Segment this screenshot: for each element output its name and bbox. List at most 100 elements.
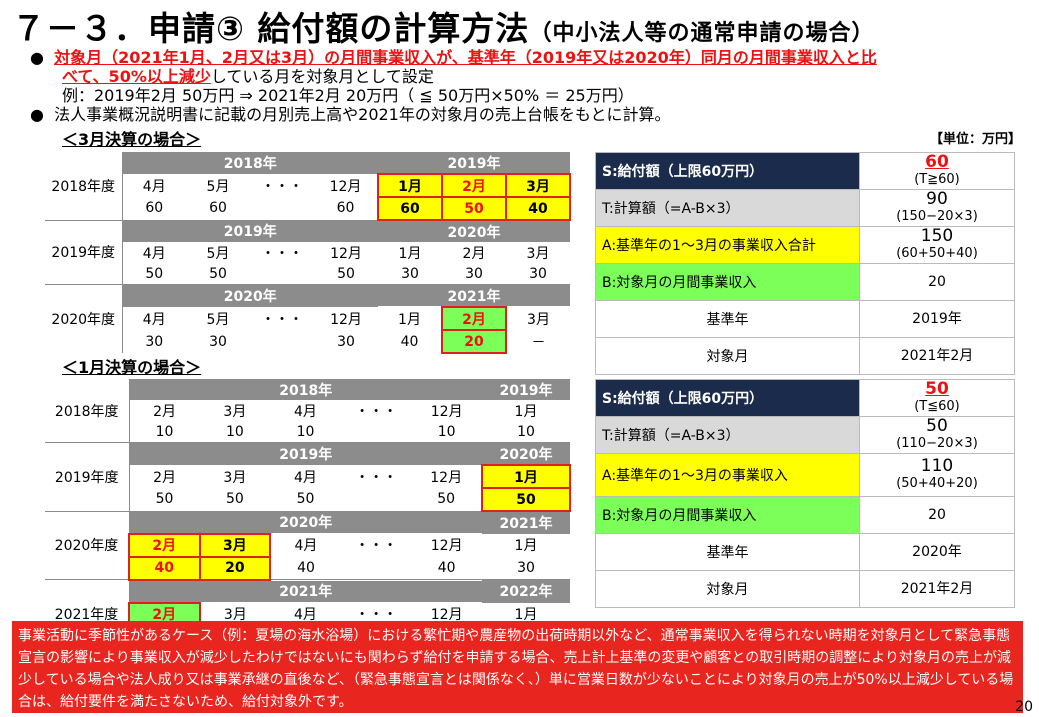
year-header: 2021年 — [378, 284, 570, 307]
year-header: 2018年 — [122, 152, 378, 174]
year-header: 2019年 — [378, 152, 570, 174]
year-header: 2020年 — [122, 284, 378, 307]
month-cell: 4月 — [294, 469, 317, 486]
fy-label: 2018年度 — [45, 152, 123, 220]
value-cell: 30 — [465, 265, 483, 282]
fy-label: 2020年度 — [45, 284, 123, 353]
value-cell: 30 — [337, 333, 355, 350]
value-cell: 10 — [225, 423, 244, 440]
month-cell: 3月 — [223, 607, 247, 623]
value-cell: 50 — [145, 265, 164, 282]
value-cell-highlight: 50 — [441, 196, 507, 221]
bullet-1-cont: べて、50%以上減少している月を対象月として設定 — [62, 67, 434, 86]
value-cell-highlight: 60 — [377, 196, 443, 221]
value-cell: 10 — [296, 423, 315, 440]
value-cell: 30 — [145, 333, 164, 350]
a-sub: (50+40+20) — [896, 476, 978, 491]
value-cell: 30 — [529, 265, 547, 282]
s-value: 60 — [925, 152, 949, 172]
t-label: T:計算額（=A-B×3） — [595, 189, 860, 227]
value-cell — [341, 488, 412, 511]
value-cell: 50 — [209, 265, 227, 282]
value-cell: 30 — [401, 265, 419, 282]
base-year-label: 基準年 — [595, 533, 860, 571]
year-header: 2021年 — [482, 510, 570, 534]
target-month-value: 2021年2月 — [859, 337, 1015, 375]
month-cell: 12月 — [430, 469, 463, 486]
value-cell-highlight: 50 — [481, 487, 571, 512]
a-label: A:基準年の1～3月の事業収入合計 — [595, 226, 860, 264]
fy-label: 2018年度 — [45, 379, 130, 443]
month-cell: 4月 — [142, 245, 166, 262]
t-value: 50 — [926, 416, 948, 436]
year-header: 2019年 — [482, 379, 570, 400]
s-label: S:給付額（上限60万円） — [595, 379, 860, 417]
month-cell-highlight: 2月 — [441, 173, 507, 198]
jan-summary: S:給付額（上限60万円） 50 (T≦60) T:計算額（=A-B×3） 50(… — [595, 379, 1015, 608]
value-cell-highlight: 20 — [198, 555, 272, 581]
month-cell: 4月 — [142, 311, 166, 328]
month-cell: 1月 — [398, 245, 422, 262]
value-cell: 40 — [297, 559, 315, 576]
month-cell: 1月 — [514, 538, 538, 554]
month-cell: 2月 — [462, 245, 486, 262]
bullet-1: ● 対象月（2021年1月、2月又は3月）の月間事業収入が、基準年（2019年又… — [30, 48, 877, 67]
fy-label: 2019年度 — [45, 442, 130, 511]
month-cell-highlight: 3月 — [198, 532, 272, 558]
value-cell: 50 — [296, 491, 315, 508]
page-title: ７－３．申請③ 給付額の計算方法（中小法人等の通常申請の場合） — [12, 9, 875, 48]
value-cell-highlight: 20 — [441, 329, 507, 354]
month-cell: 12月 — [430, 607, 463, 623]
month-cell-highlight: 2月 — [128, 532, 201, 558]
bullet-2: ● 法人事業概況説明書に記載の月別売上高や2021年の対象月の売上台帳をもとに計… — [30, 105, 671, 124]
march-summary: S:給付額（上限60万円） 60 (T≧60) T:計算額（=A-B×3） 90(… — [595, 152, 1015, 375]
month-cell: 4月 — [294, 538, 318, 554]
value-cell: 30 — [209, 333, 227, 350]
bullet-1-example: 例：2019年2月 50万円 ⇒ 2021年2月 20万円（ ≦ 50万円×50… — [62, 86, 634, 105]
value-cell: 40 — [400, 333, 419, 350]
value-cell: 50 — [437, 491, 456, 508]
warning-note: 事業活動に季節性があるケース（例：夏場の海水浴場）における繁忙期や農産物の出荷時… — [12, 621, 1023, 713]
t-value: 90 — [926, 189, 948, 209]
value-cell: 50 — [337, 265, 355, 282]
b-label: B:対象月の月間事業収入 — [595, 263, 860, 301]
month-cell: 12月 — [330, 311, 362, 328]
month-cell: 3月 — [527, 311, 550, 328]
value-cell: 10 — [437, 423, 456, 440]
month-cell: 3月 — [223, 403, 247, 420]
month-cell: ・・・ — [261, 178, 303, 195]
month-cell: 12月 — [430, 538, 463, 554]
jan-table: 2018年度 2018年 2019年 2月 3月 4月 ・・・ 12月 1月 1… — [45, 379, 571, 650]
base-year-label: 基準年 — [595, 300, 860, 338]
month-cell: 3月 — [526, 245, 550, 262]
a-sub: (60+50+40) — [896, 246, 978, 261]
base-year-value: 2019年 — [859, 300, 1015, 338]
month-cell: 3月 — [223, 469, 247, 486]
a-value: 150 — [920, 226, 954, 246]
month-cell: ・・・ — [355, 538, 398, 554]
target-month-label: 対象月 — [595, 337, 860, 375]
value-cell: 50 — [225, 491, 244, 508]
s-value: 50 — [925, 379, 949, 399]
year-header: 2020年 — [378, 219, 570, 242]
year-header: 2019年 — [122, 219, 378, 242]
value-cell: 50 — [155, 491, 174, 508]
s-sub: (T≧60) — [914, 172, 960, 187]
month-cell: 5月 — [206, 311, 230, 328]
month-cell: 5月 — [206, 178, 230, 195]
value-cell: － — [531, 334, 546, 351]
value-cell: 30 — [517, 559, 535, 576]
month-cell: ・・・ — [261, 311, 303, 328]
a-label: A:基準年の1～3月の事業収入 — [595, 453, 860, 497]
t-sub: (150−20×3) — [896, 209, 978, 224]
month-cell-highlight: 1月 — [481, 464, 571, 489]
b-value: 20 — [859, 496, 1015, 534]
march-table: 2018年度 2018年 2019年 4月 5月 ・・・ 12月 1月 2月 3… — [45, 152, 571, 354]
value-cell-highlight: 40 — [128, 555, 201, 581]
base-year-value: 2020年 — [859, 533, 1015, 571]
year-header: 2022年 — [482, 579, 570, 603]
section-march: ＜3月決算の場合＞ — [62, 130, 202, 149]
value-cell — [250, 197, 314, 220]
value-cell: 60 — [209, 200, 227, 217]
value-cell — [250, 263, 314, 285]
